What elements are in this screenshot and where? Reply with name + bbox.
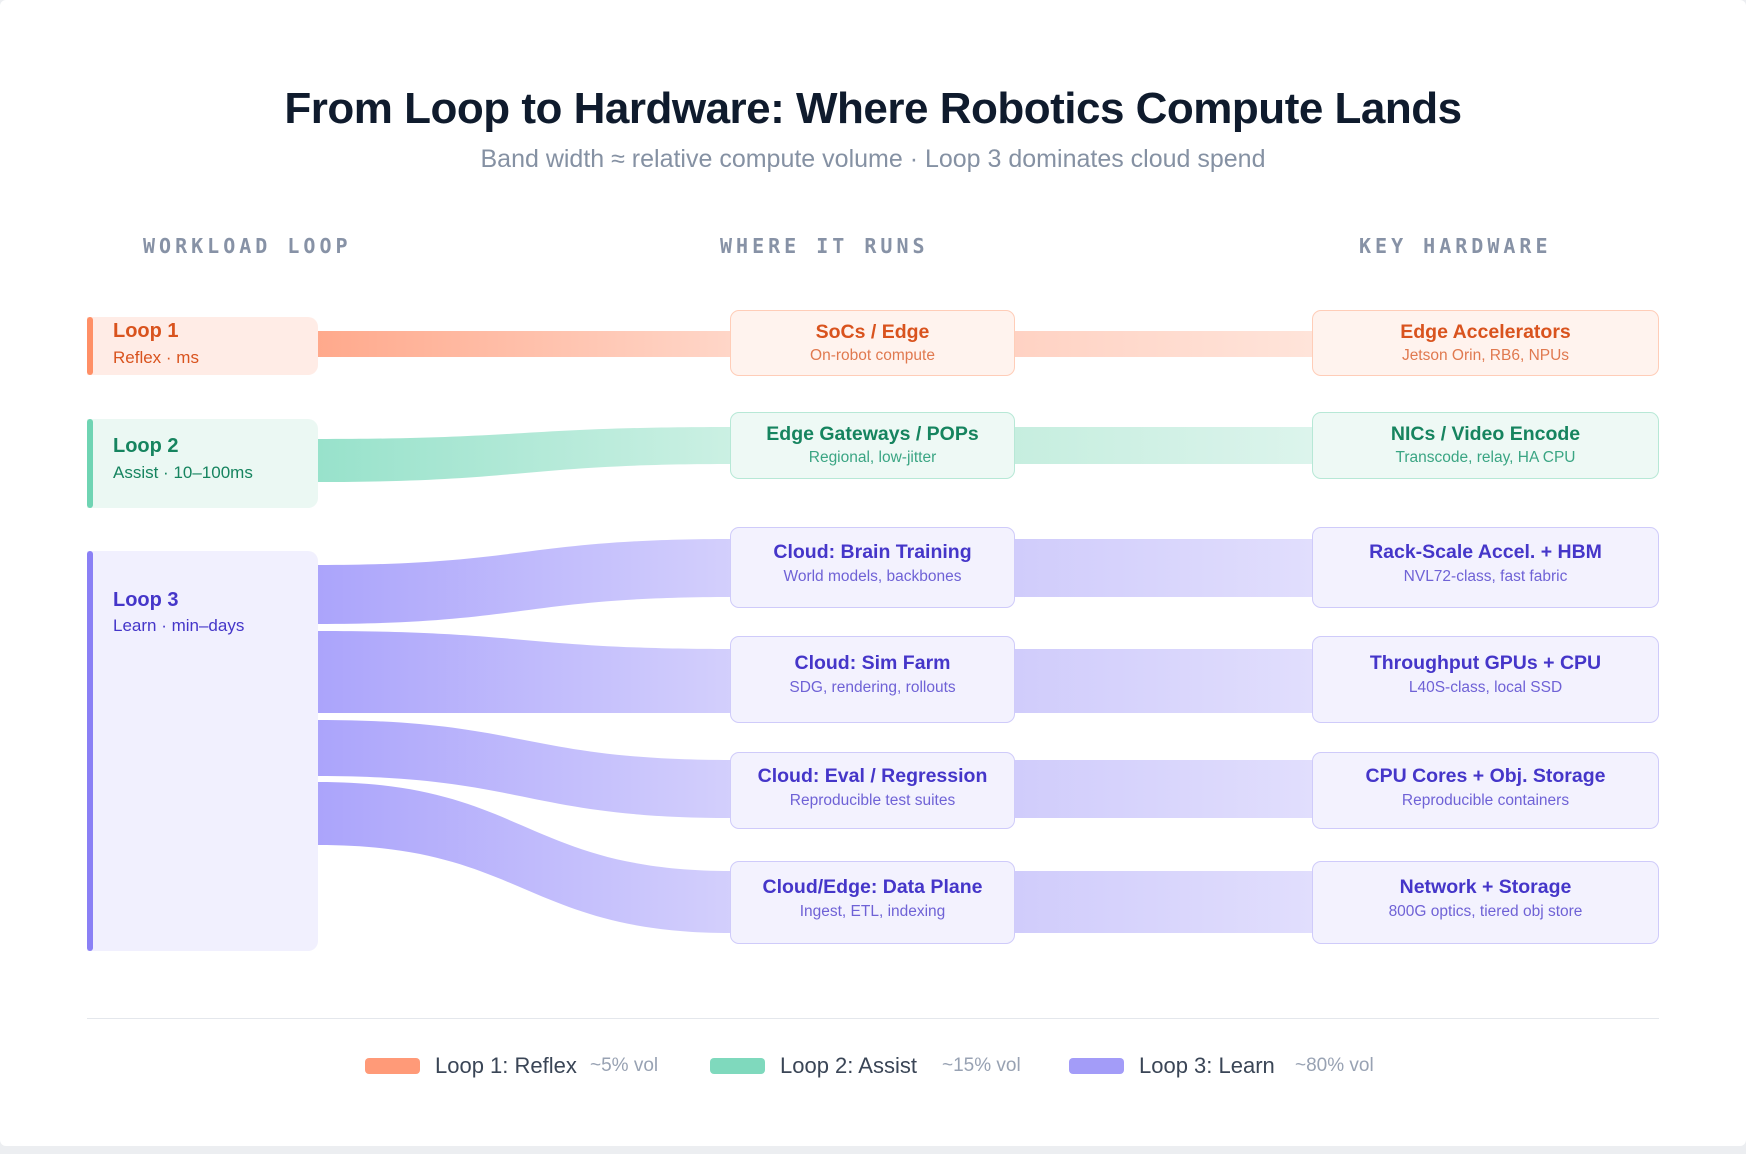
- hw-node-cpu-storage[interactable]: CPU Cores + Obj. Storage Reproducible co…: [1312, 752, 1659, 829]
- loop-3-name: Loop 3: [113, 589, 179, 611]
- hw-node-edge-accelerators[interactable]: Edge Accelerators Jetson Orin, RB6, NPUs: [1312, 310, 1659, 376]
- run-node-sim-farm[interactable]: Cloud: Sim Farm SDG, rendering, rollouts: [730, 636, 1015, 723]
- hw-node-nics-video[interactable]: NICs / Video Encode Transcode, relay, HA…: [1312, 412, 1659, 479]
- run-node-title: Cloud/Edge: Data Plane: [762, 876, 983, 898]
- hw-node-title: Throughput GPUs + CPU: [1369, 652, 1602, 674]
- run-node-socs-edge[interactable]: SoCs / Edge On-robot compute: [730, 310, 1015, 376]
- hw-node-rack-scale[interactable]: Rack-Scale Accel. + HBM NVL72-class, fas…: [1312, 527, 1659, 608]
- loop-2-name: Loop 2: [113, 435, 179, 457]
- hw-node-title: Network + Storage: [1399, 876, 1572, 898]
- loop-1-name: Loop 1: [113, 320, 179, 342]
- flow-band-loop3-training-left: [318, 539, 731, 624]
- run-node-data-plane[interactable]: Cloud/Edge: Data Plane Ingest, ETL, inde…: [730, 861, 1015, 944]
- hw-node-sub: 800G optics, tiered obj store: [1388, 903, 1583, 920]
- hw-node-sub: Jetson Orin, RB6, NPUs: [1401, 347, 1570, 364]
- legend-item-loop2: Loop 2: Assist ~15% vol: [710, 1052, 1030, 1082]
- loop-2-sub: Assist · 10–100ms: [113, 463, 253, 482]
- hw-node-title: CPU Cores + Obj. Storage: [1365, 765, 1606, 787]
- run-node-title: Cloud: Eval / Regression: [757, 765, 988, 787]
- column-header-hardware: KEY HARDWARE: [1359, 234, 1552, 258]
- legend-label: Loop 3: Learn: [1139, 1053, 1275, 1078]
- run-node-sub: SDG, rendering, rollouts: [789, 679, 956, 696]
- flow-band-loop3-simfarm-right: [1014, 649, 1313, 713]
- flow-band-loop2-gateways-left: [318, 427, 731, 482]
- flow-band-loop3-dataplane-left: [318, 782, 731, 933]
- hw-node-sub: L40S-class, local SSD: [1408, 679, 1563, 696]
- run-node-eval-regression[interactable]: Cloud: Eval / Regression Reproducible te…: [730, 752, 1015, 829]
- flow-band-loop3-dataplane-right: [1014, 871, 1313, 933]
- legend-item-loop1: Loop 1: Reflex ~5% vol: [365, 1052, 685, 1082]
- legend-swatch: [710, 1058, 765, 1074]
- flow-band-loop2-gateways-right: [1014, 427, 1313, 464]
- page-subtitle: Band width ≈ relative compute volume · L…: [480, 145, 1266, 173]
- run-node-title: Edge Gateways / POPs: [766, 423, 979, 445]
- flow-band-loop3-training-right: [1014, 539, 1313, 597]
- run-node-sub: Reproducible test suites: [789, 792, 956, 809]
- run-node-edge-gateways[interactable]: Edge Gateways / POPs Regional, low-jitte…: [730, 412, 1015, 479]
- page-title: From Loop to Hardware: Where Robotics Co…: [284, 84, 1462, 133]
- hw-node-sub: Reproducible containers: [1401, 792, 1570, 809]
- legend-divider: [87, 1018, 1659, 1019]
- run-node-sub: Ingest, ETL, indexing: [799, 903, 946, 920]
- legend-item-loop3: Loop 3: Learn ~80% vol: [1069, 1052, 1389, 1082]
- run-node-sub: World models, backbones: [783, 568, 962, 585]
- column-header-workload: WORKLOAD LOOP: [143, 234, 352, 258]
- loop-2-card[interactable]: Loop 2 Assist · 10–100ms: [87, 419, 318, 508]
- loop-3-accent-bar: [87, 551, 93, 951]
- loop-2-accent-bar: [87, 419, 93, 508]
- flow-band-loop3-simfarm-left: [318, 631, 731, 713]
- loop-1-sub: Reflex · ms: [113, 348, 199, 367]
- column-header-runs: WHERE IT RUNS: [720, 234, 929, 258]
- flow-band-loop1-socs-left: [318, 331, 731, 357]
- legend-swatch: [1069, 1058, 1124, 1074]
- hw-node-sub: NVL72-class, fast fabric: [1403, 568, 1568, 585]
- flow-band-loop3-eval-right: [1014, 760, 1313, 818]
- run-node-sub: On-robot compute: [810, 347, 935, 364]
- legend-volume: ~5% vol: [590, 1055, 659, 1076]
- loop-3-card[interactable]: Loop 3 Learn · min–days: [87, 551, 318, 951]
- hw-node-title: Edge Accelerators: [1400, 321, 1571, 343]
- legend-volume: ~80% vol: [1295, 1055, 1374, 1076]
- hw-node-throughput-gpus[interactable]: Throughput GPUs + CPU L40S-class, local …: [1312, 636, 1659, 723]
- hw-node-network-storage[interactable]: Network + Storage 800G optics, tiered ob…: [1312, 861, 1659, 944]
- flow-band-loop3-eval-left: [318, 720, 731, 818]
- legend-volume: ~15% vol: [942, 1055, 1021, 1076]
- loop-3-sub: Learn · min–days: [113, 616, 245, 635]
- run-node-title: Cloud: Brain Training: [773, 541, 972, 563]
- hw-node-title: Rack-Scale Accel. + HBM: [1369, 541, 1602, 563]
- flow-band-loop1-socs-right: [1014, 331, 1313, 357]
- legend-label: Loop 1: Reflex: [435, 1053, 577, 1078]
- legend-swatch: [365, 1058, 420, 1074]
- hw-node-sub: Transcode, relay, HA CPU: [1395, 449, 1576, 466]
- run-node-brain-training[interactable]: Cloud: Brain Training World models, back…: [730, 527, 1015, 608]
- hw-node-title: NICs / Video Encode: [1390, 423, 1581, 445]
- loop-1-accent-bar: [87, 317, 93, 375]
- legend-label: Loop 2: Assist: [780, 1053, 917, 1078]
- run-node-sub: Regional, low-jitter: [808, 449, 937, 466]
- run-node-title: Cloud: Sim Farm: [794, 652, 951, 674]
- run-node-title: SoCs / Edge: [815, 321, 930, 343]
- loop-1-card[interactable]: Loop 1 Reflex · ms: [87, 317, 318, 375]
